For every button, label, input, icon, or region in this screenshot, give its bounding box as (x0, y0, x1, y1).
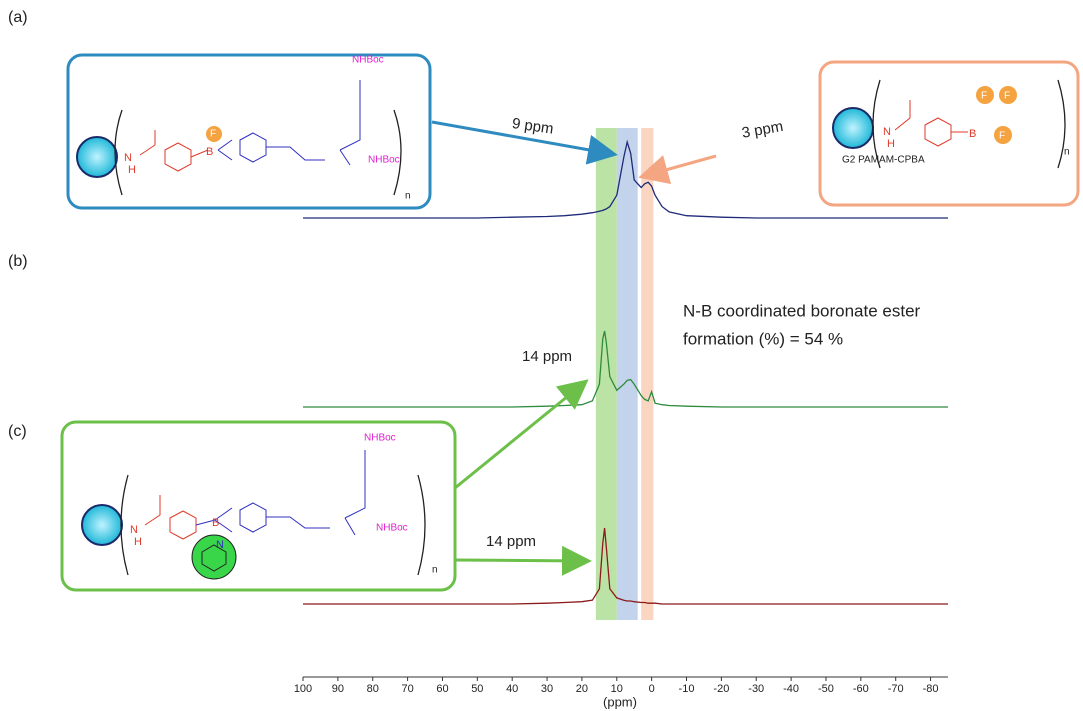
structure-text: N (216, 539, 224, 551)
structure-text: n (1064, 147, 1070, 158)
structure-a: NHBoc NHBoc F B N H n (68, 55, 430, 208)
x-tick-label: 40 (506, 683, 518, 695)
shaded-band (617, 128, 638, 620)
structure-text: F (210, 129, 216, 140)
x-tick-label: -30 (748, 683, 764, 695)
annotation: 3 ppm (740, 118, 784, 142)
structure-text: H (128, 164, 136, 176)
x-tick-label: -40 (783, 683, 799, 695)
structure-text: NHBoc (352, 55, 384, 66)
structure-text: NHBoc (376, 523, 408, 534)
x-axis-label: (ppm) (603, 694, 637, 709)
x-tick-label: -80 (923, 683, 939, 695)
structure-text: n (432, 565, 438, 576)
annotation: 14 ppm (522, 348, 572, 365)
structure-text: N (130, 524, 138, 536)
arrow (455, 560, 586, 561)
arrow (455, 383, 584, 488)
x-tick-label: 50 (471, 683, 483, 695)
x-tick-label: 70 (401, 683, 413, 695)
x-tick-label: -70 (888, 683, 904, 695)
panel-label: (b) (8, 253, 28, 270)
x-tick-label: 10 (611, 683, 623, 695)
shaded-band (641, 128, 653, 620)
annotation: 9 ppm (511, 115, 555, 138)
structure-text: G2 PAMAM-CPBA (842, 155, 925, 166)
arrow (644, 156, 716, 176)
structure-text: H (887, 138, 895, 150)
structure-text: B (969, 128, 976, 140)
structure-text: NHBoc (364, 433, 396, 444)
x-tick-label: -20 (713, 683, 729, 695)
x-tick-label: 60 (436, 683, 448, 695)
structure-c: NHBoc NHBoc B N n N H (62, 422, 455, 590)
structure-text: N (883, 126, 891, 138)
figure: 1009080706050403020100-10-20-30-40-50-60… (0, 0, 1083, 711)
structure-text: F (999, 131, 1005, 142)
x-tick-label: -50 (818, 683, 834, 695)
panel-label: (a) (8, 9, 28, 26)
x-tick-label: 80 (367, 683, 379, 695)
x-tick-label: -60 (853, 683, 869, 695)
x-tick-label: 30 (541, 683, 553, 695)
structure-cpba: G2 PAMAM-CPBA F F F B N H n (820, 62, 1078, 205)
x-tick-label: 0 (649, 683, 655, 695)
structure-text: N (124, 152, 132, 164)
structure-text: NHBoc (368, 155, 400, 166)
structure-text: F (981, 91, 987, 102)
x-tick-label: 20 (576, 683, 588, 695)
bands (596, 128, 654, 620)
structure-text: F (1004, 91, 1010, 102)
x-tick-label: 100 (294, 683, 312, 695)
structure-text: H (134, 536, 142, 548)
annotation: 14 ppm (486, 533, 536, 550)
x-tick-label: -10 (679, 683, 695, 695)
x-tick-label: 90 (332, 683, 344, 695)
structure-text: n (405, 191, 411, 202)
structure-text: B (212, 517, 219, 529)
structure-text: B (206, 146, 213, 158)
annotation: N-B coordinated boronate ester (683, 301, 921, 320)
panel-label: (c) (8, 423, 27, 440)
annotation: formation (%) = 54 % (683, 329, 843, 348)
